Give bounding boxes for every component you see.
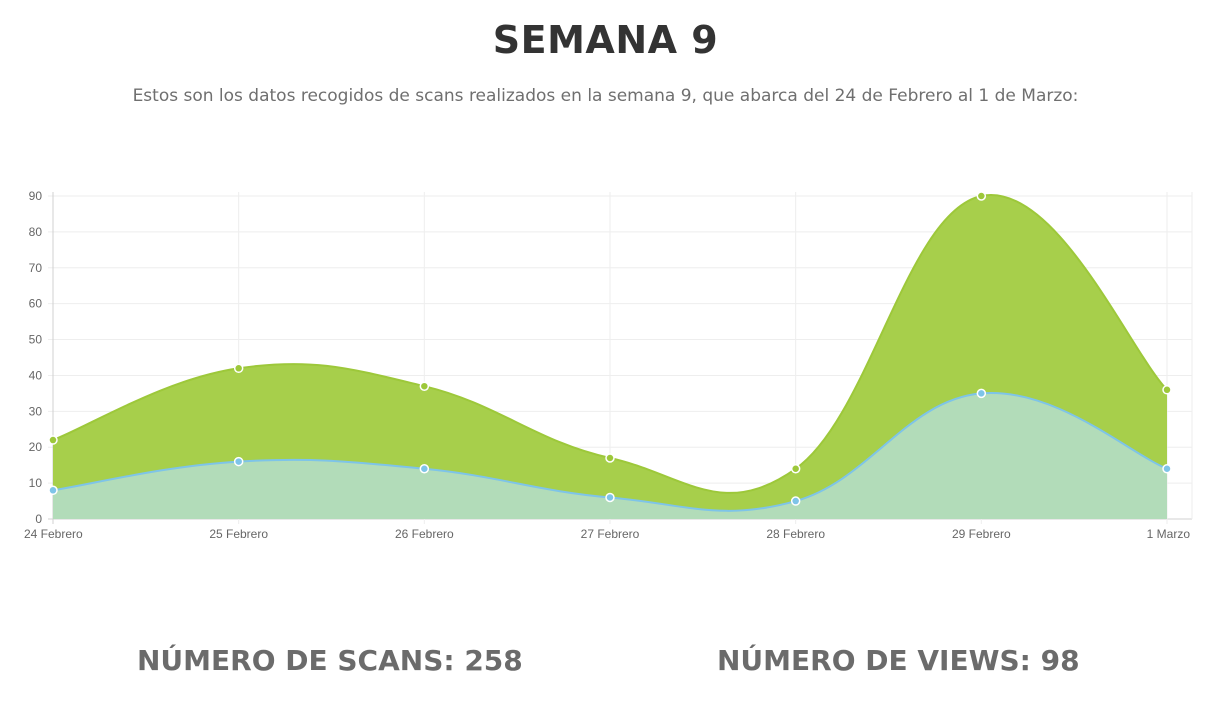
weekly-chart: 0 10 20 30 40 50 60 70 80 90 24 Febrero 25 Febrero 2…: [0, 180, 1211, 550]
x-tick-label: 24 Febrero: [24, 527, 83, 541]
data-point-1: [1162, 464, 1172, 474]
x-tick-label: 27 Febrero: [581, 527, 640, 541]
data-point-0: [48, 435, 58, 445]
series-line-0: [52, 194, 1168, 494]
data-point-0: [976, 191, 987, 201]
page-title: SEMANA 9: [492, 18, 719, 62]
y-tick-label: 30: [29, 404, 43, 418]
y-tick-label: 20: [29, 440, 43, 454]
x-tick-label: 1 Marzo: [1147, 527, 1191, 541]
data-point-0: [605, 453, 615, 463]
y-tick-label: 50: [29, 333, 43, 347]
data-point-1: [605, 492, 615, 503]
data-point-1: [976, 388, 987, 399]
y-tick-label: 0: [35, 512, 42, 526]
x-tick-label: 25 Febrero: [209, 527, 268, 541]
data-point-0: [790, 464, 801, 474]
data-point-0: [419, 381, 430, 391]
y-tick-label: 40: [29, 368, 43, 382]
y-tick-label: 80: [29, 225, 43, 239]
x-tick-label: 28 Febrero: [766, 527, 825, 541]
x-tick-label: 26 Febrero: [395, 527, 454, 541]
y-tick-label: 60: [29, 297, 43, 311]
series-area-1: [53, 392, 1167, 519]
y-tick-label: 10: [29, 476, 43, 490]
views-count: NÚMERO DE VIEWS: 98: [717, 644, 1080, 677]
data-point-1: [233, 456, 244, 467]
x-tick-label: 29 Febrero: [952, 527, 1011, 541]
series-area-0: [53, 194, 1167, 519]
scans-count: NÚMERO DE SCANS: 258: [137, 644, 523, 677]
chart-canvas: 0 10 20 30 40 50 60 70 80 90 24 Febrero 25 Febrero 2…: [24, 189, 1193, 541]
y-tick-label: 90: [29, 189, 43, 203]
data-point-0: [233, 363, 244, 374]
page-subtitle: Estos son los datos recogidos de scans r…: [132, 86, 1079, 106]
data-point-0: [1162, 385, 1172, 395]
data-point-1: [48, 485, 58, 496]
data-point-1: [419, 464, 430, 474]
data-point-1: [790, 496, 801, 506]
y-tick-label: 70: [29, 261, 43, 275]
